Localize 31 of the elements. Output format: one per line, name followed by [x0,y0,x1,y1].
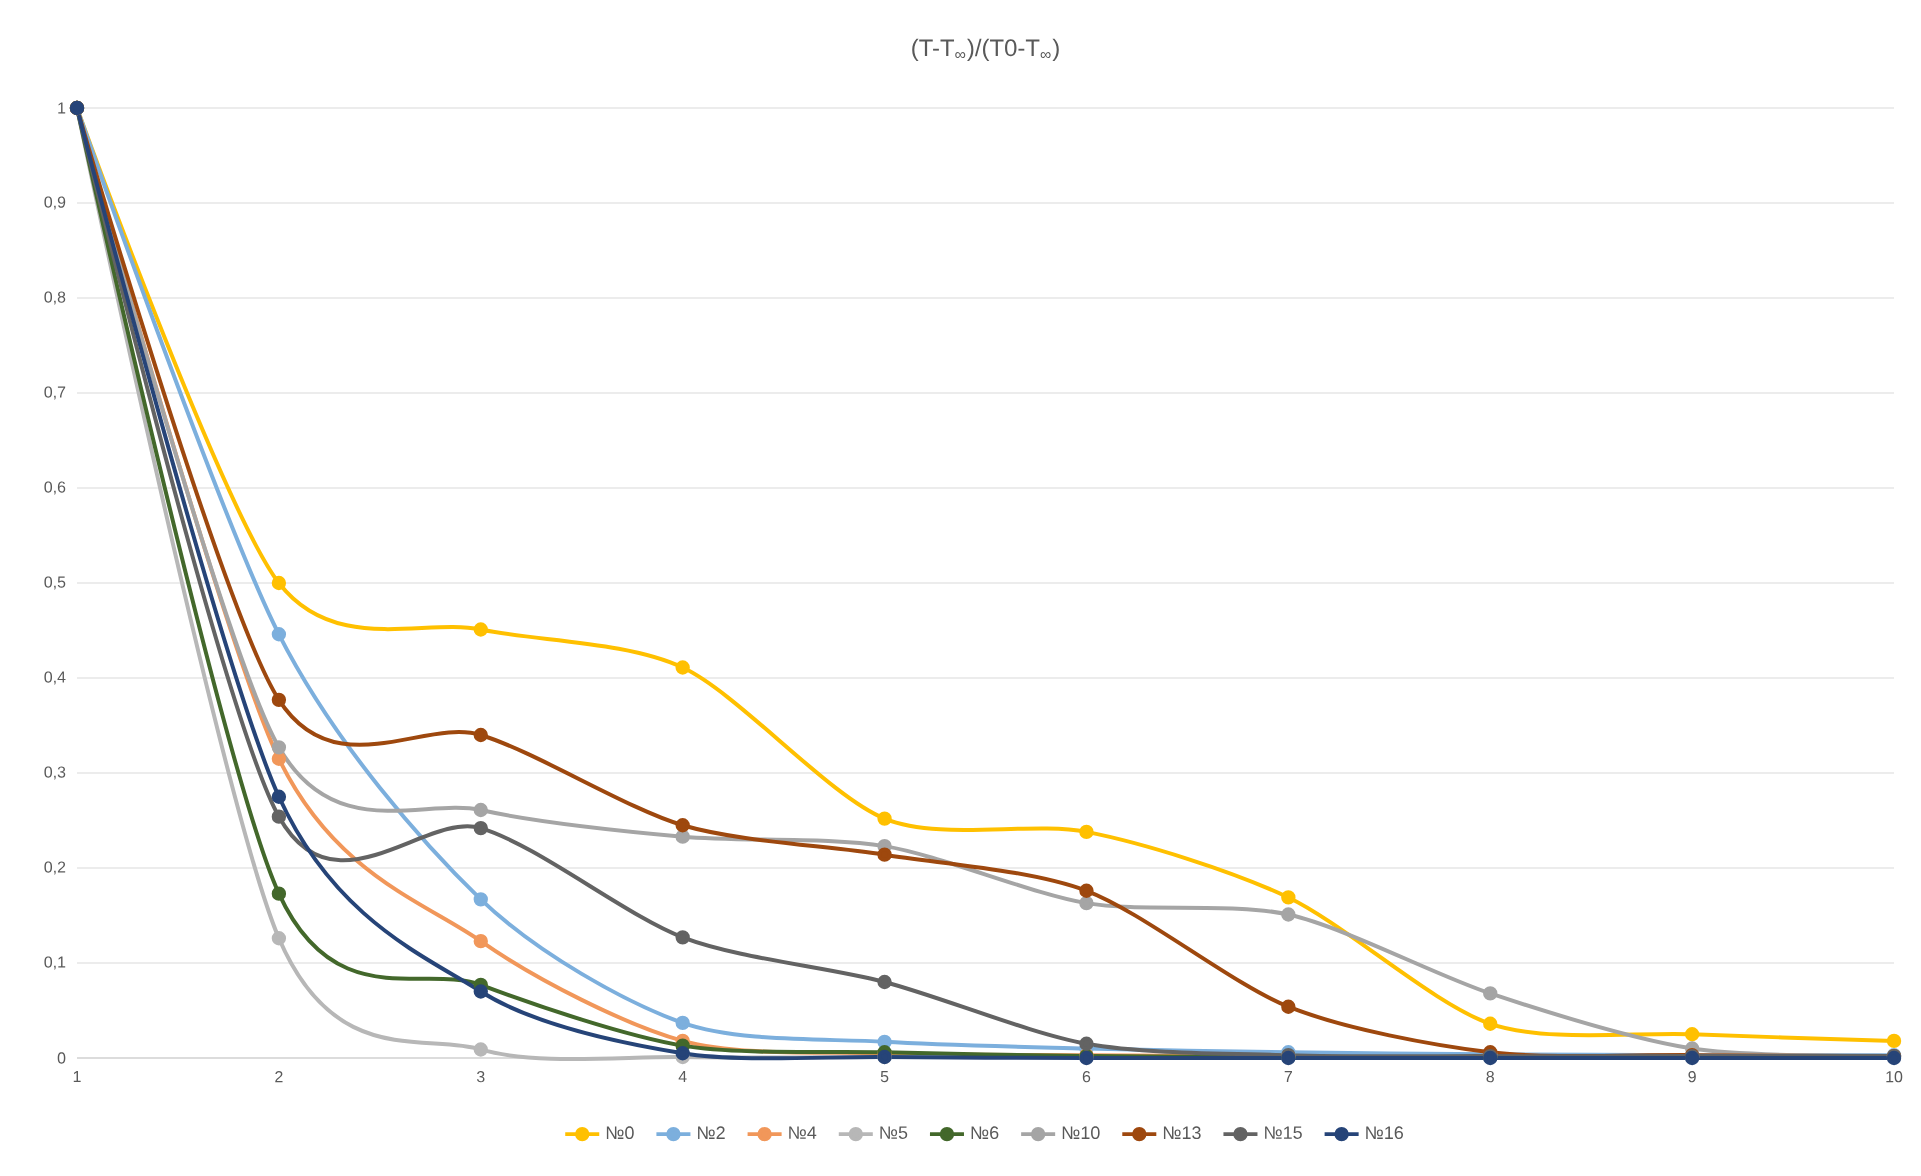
legend-label: №5 [880,1126,908,1139]
y-tick-label: 0,3 [44,766,66,780]
y-tick-label: 0 [57,1052,66,1064]
legend-label: №2 [698,1126,725,1139]
x-tick-label: 6 [1082,1071,1091,1083]
y-tick-label: 0,1 [44,956,66,970]
x-tick-label: 3 [476,1071,485,1083]
y-tick-label: 0,8 [44,291,66,305]
legend-label: №0 [606,1126,634,1140]
y-tick-label: 0,7 [44,386,66,400]
y-tick-label: 0,4 [44,671,66,685]
x-tick-label: 10 [1886,1071,1903,1083]
legend-label: №4 [789,1126,817,1139]
x-tick-label: 5 [880,1071,889,1083]
y-tick-label: 0,2 [44,861,66,875]
x-tick-label: 1 [73,1071,81,1083]
chart-title: (T-T$_{∞}$)/(T0-T$_{∞}$) [912,38,1059,61]
legend-label: №16 [1366,1126,1403,1140]
x-tick-label: 2 [275,1071,283,1083]
legend-label: №6 [971,1126,999,1140]
legend-label: №15 [1265,1126,1302,1139]
y-tick-label: 0,6 [44,481,66,495]
y-tick-label: 0,9 [44,196,66,210]
x-tick-label: 7 [1284,1071,1292,1083]
x-tick-label: 9 [1688,1071,1696,1083]
y-tick-label: 0,5 [44,576,66,590]
legend-label: №10 [1062,1126,1100,1140]
legend-label: №13 [1163,1126,1201,1140]
x-tick-label: 8 [1486,1071,1494,1083]
y-tick-label: 1 [58,102,66,114]
x-tick-label: 4 [678,1071,687,1083]
